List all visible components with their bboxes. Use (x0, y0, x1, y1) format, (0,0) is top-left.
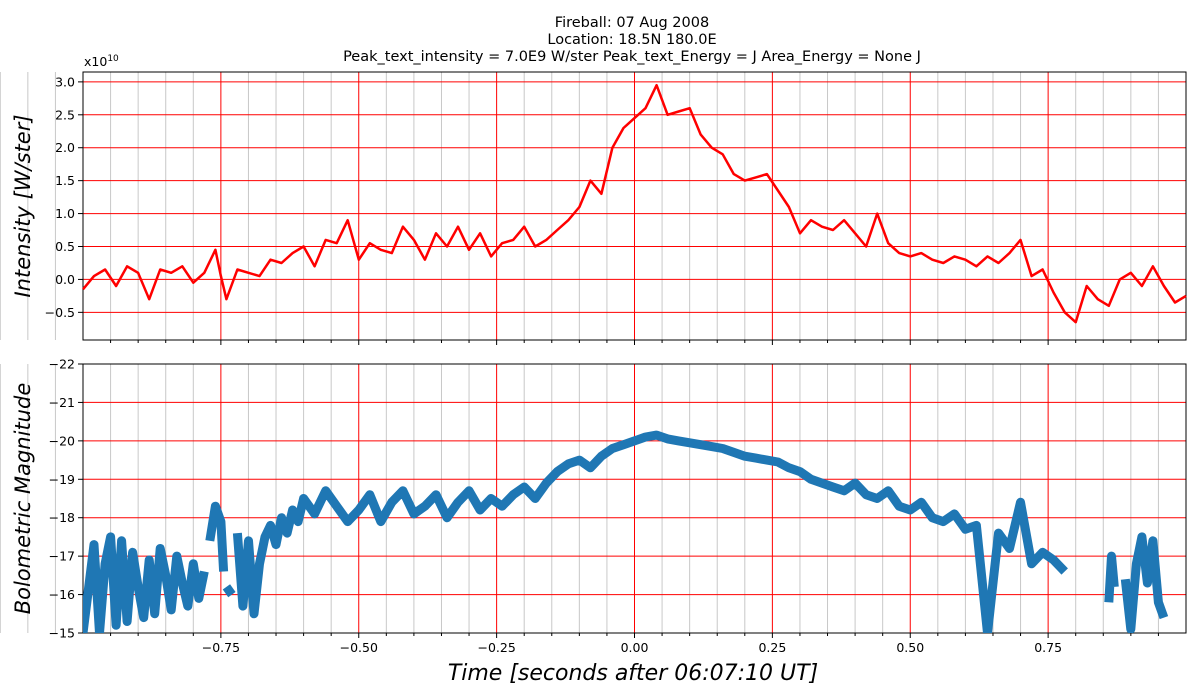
y-tick-label: 2.5 (55, 107, 75, 122)
y-tick-label: −19 (49, 472, 75, 487)
y-tick-label: −0.5 (45, 305, 75, 320)
y-axis-label: Intensity [W/ster] (11, 114, 35, 297)
magnitude-series-segment (1120, 532, 1169, 633)
x-tick-label: 0.25 (758, 640, 786, 655)
y-axis-label: Bolometric Magnitude (11, 383, 35, 615)
magnitude-series-segment (222, 584, 236, 598)
y-tick-label: −21 (49, 395, 75, 410)
title-line-3: Peak_text_intensity = 7.0E9 W/ster Peak_… (343, 49, 921, 65)
intensity-panel: −0.5 0.0 0.5 1.0 1.5 2.0 2.5 3.0 Intensity [W/st… (0, 54, 1187, 345)
y-tick-label: 0.5 (55, 239, 75, 254)
x-tick-label: 0.50 (896, 640, 924, 655)
chart-title: Fireball: 07 Aug 2008 Location: 18.5N 18… (343, 15, 921, 65)
y-tick-label: 2.0 (55, 140, 75, 155)
y-tick-label: −17 (49, 549, 75, 564)
y-tick-label: 3.0 (55, 74, 75, 89)
y-tick-label: −18 (49, 510, 75, 525)
x-axis-label: Time [seconds after 06:07:10 UT] (448, 661, 818, 686)
magnitude-series-segment (205, 501, 229, 572)
title-line-2: Location: 18.5N 180.0E (547, 32, 716, 48)
title-line-1: Fireball: 07 Aug 2008 (555, 15, 709, 31)
y-tick-label: −15 (49, 626, 75, 641)
x-tick-label: 0.75 (1034, 640, 1062, 655)
magnitude-series-segment (83, 532, 209, 633)
intensity-series-line (82, 83, 1187, 324)
y-multiplier-label: x1010 (84, 54, 119, 69)
x-tick-label: 0.00 (621, 640, 649, 655)
x-tick-label: −0.75 (202, 640, 240, 655)
x-tick-label: −0.50 (340, 640, 378, 655)
y-tick-label: 1.0 (55, 206, 75, 221)
magnitude-series-segment (1104, 551, 1119, 603)
y-tick-label: 0.0 (55, 272, 75, 287)
magnitude-panel: −15 −16 −17 −18 −19 −20 −21 −22 Bolometric Magni… (0, 357, 1187, 655)
y-tick-label: −16 (49, 587, 75, 602)
x-tick-label: −0.25 (477, 640, 515, 655)
y-tick-label: −20 (49, 433, 75, 448)
y-tick-label: −22 (49, 357, 75, 372)
y-tick-label: 1.5 (55, 173, 75, 188)
magnitude-series-segment (232, 430, 1068, 633)
